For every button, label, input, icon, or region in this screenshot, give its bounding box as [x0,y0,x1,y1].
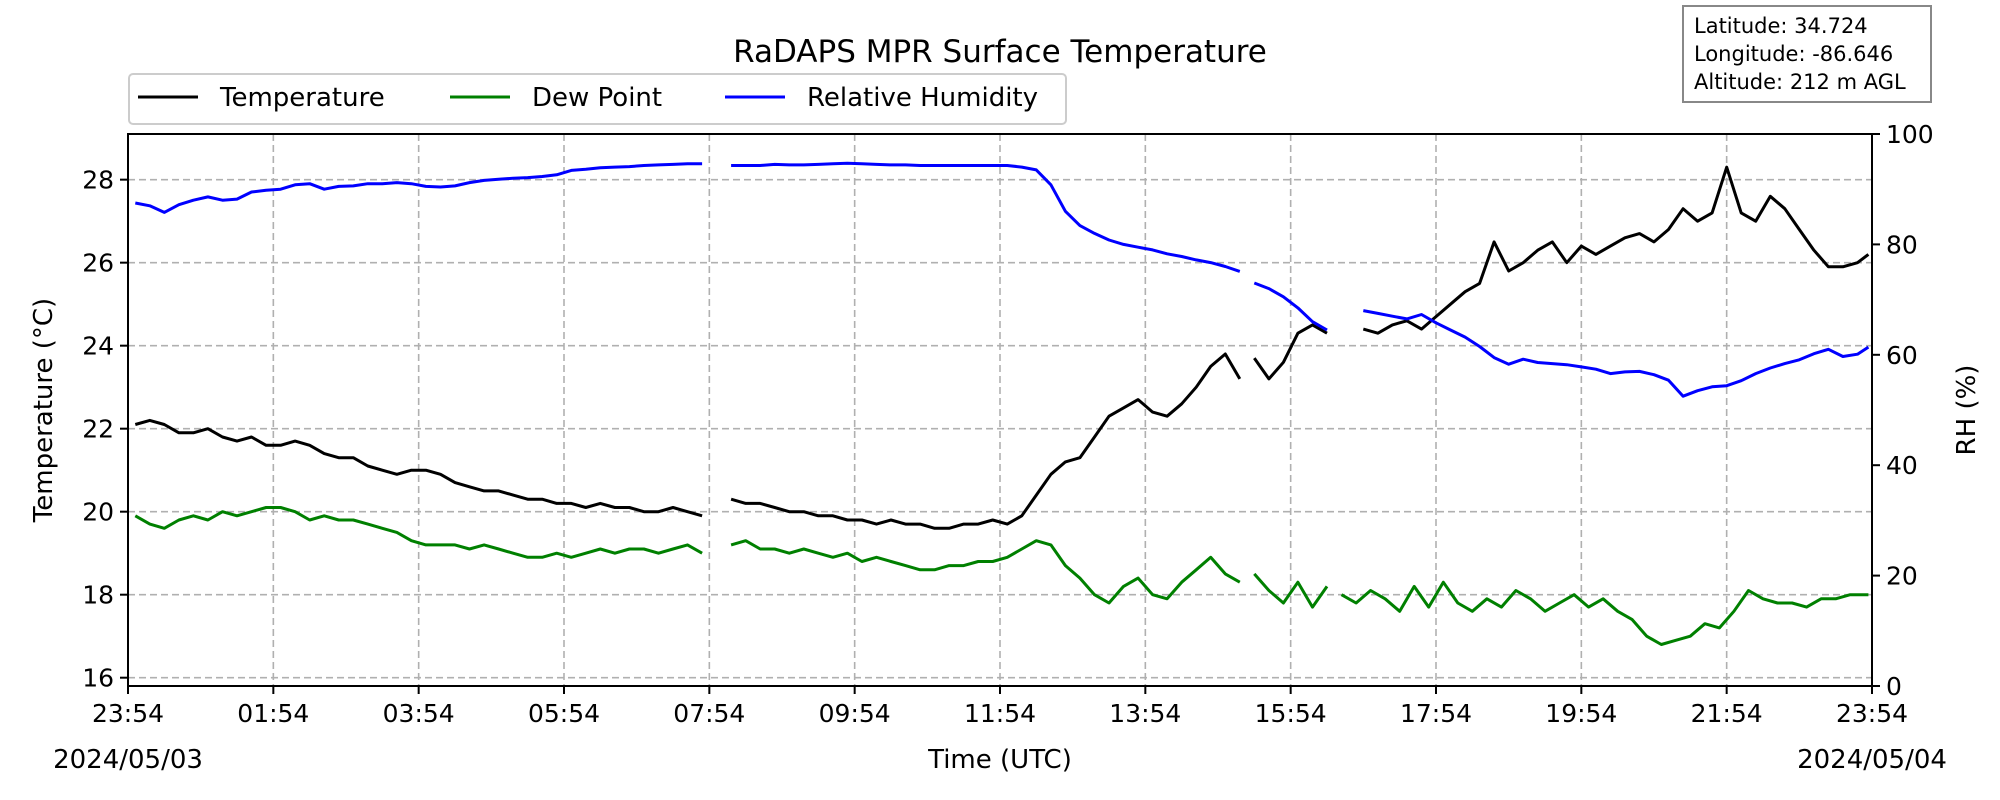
series-line-dew-point [134,506,703,559]
info-altitude: Altitude: 212 m AGL [1694,70,1906,94]
y-tick-label: 22 [82,415,114,444]
x-tick-label: 23:54 [1836,699,1908,728]
series-line-dew-point [1340,580,1869,646]
legend-label-relative-humidity: Relative Humidity [807,83,1038,113]
legend-label-dew-point: Dew Point [532,83,662,113]
grid-lines [128,134,1872,686]
x-tick-label: 05:54 [528,699,600,728]
y-tick-label: 26 [82,249,114,278]
y-tick-label: 16 [82,664,114,693]
x-tick-label: 09:54 [819,699,891,728]
x-tick-label: 01:54 [237,699,309,728]
y2-tick-label: 100 [1886,120,1934,149]
x-tick-label: 21:54 [1691,699,1763,728]
chart-title: RaDAPS MPR Surface Temperature [733,34,1267,70]
y2-tick-label: 20 [1886,562,1918,591]
info-box-frame [1682,5,1932,103]
axis-ticks: 23:54 01:54 03:54 05:54 07:54 09:54 11:54 13:54… [82,120,1934,728]
series-line-temperature [1253,323,1328,381]
start-date-label: 2024/05/03 [53,745,203,775]
y2-axis-label: RH (%) [1952,365,1982,456]
legend-box [128,73,1067,125]
y-tick-label: 28 [82,166,114,195]
x-tick-label: 19:54 [1545,699,1617,728]
y2-tick-label: 40 [1886,451,1918,480]
series-line-temperature [730,352,1242,530]
x-tick-label: 23:54 [92,699,164,728]
x-tick-label: 03:54 [383,699,455,728]
series-line-dew-point [1253,572,1329,609]
x-tick-label: 11:54 [964,699,1036,728]
x-tick-label: 13:54 [1109,699,1181,728]
y2-tick-label: 60 [1886,341,1918,370]
info-box: Latitude: 34.724 Longitude: -86.646 Alti… [1682,5,1932,103]
info-latitude: Latitude: 34.724 [1694,14,1868,38]
info-longitude: Longitude: -86.646 [1694,42,1893,66]
y-tick-label: 20 [82,498,114,527]
y2-tick-label: 0 [1886,672,1902,701]
y-axis-label: Temperature (°C) [29,298,59,523]
x-tick-label: 07:54 [673,699,745,728]
series-line-relative-humidity [1363,309,1870,398]
legend-label-temperature: Temperature [219,83,385,113]
y-tick-label: 18 [82,581,114,610]
series-line-relative-humidity [1253,281,1328,332]
x-tick-label: 17:54 [1400,699,1472,728]
series-line-relative-humidity [135,162,703,214]
end-date-label: 2024/05/04 [1797,745,1947,775]
series-line-dew-point [730,539,1241,605]
legend: Temperature Dew Point Relative Humidity [128,73,1067,125]
series-line-relative-humidity [731,161,1241,273]
plot-series [134,161,1870,646]
x-axis-label: Time (UTC) [927,745,1072,775]
y-tick-label: 24 [82,332,114,361]
series-line-temperature [134,418,703,518]
series-line-temperature [1362,165,1870,335]
y2-tick-label: 80 [1886,230,1918,259]
x-tick-label: 15:54 [1255,699,1327,728]
